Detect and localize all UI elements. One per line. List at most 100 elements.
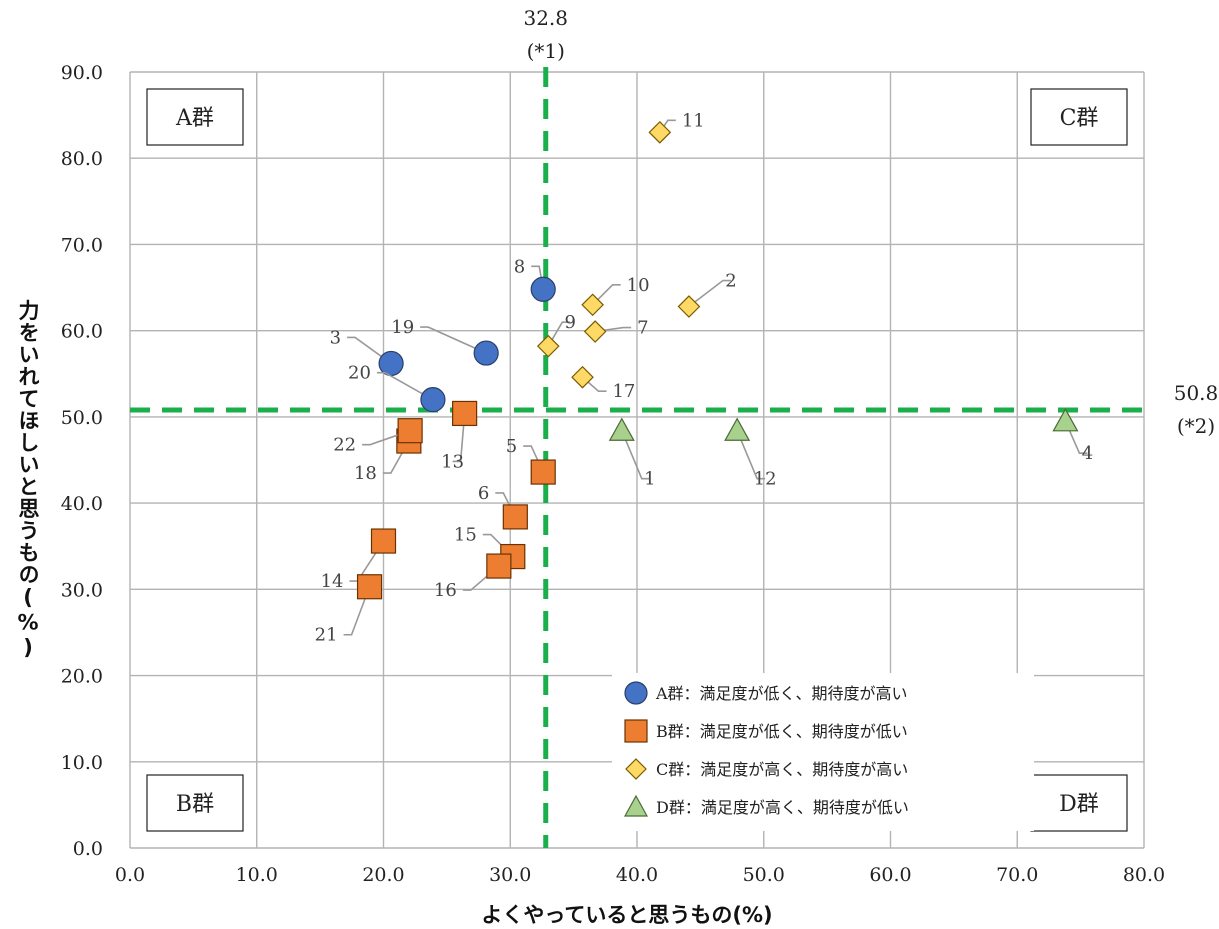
point-label-13: 13 (441, 451, 464, 472)
point-label-9: 9 (565, 312, 576, 333)
legend-marker-circle (624, 681, 648, 705)
quadrant-box (1030, 88, 1128, 146)
y-tick-label: 90.0 (61, 62, 103, 84)
point-label-14: 14 (321, 571, 344, 592)
vertical-reference-value: 32.8 (523, 6, 568, 30)
x-tick-label: 80.0 (1123, 864, 1165, 886)
point-label-22: 22 (333, 435, 356, 456)
legend-entry-label: D群：満足度が高く、期待度が低い (656, 798, 909, 817)
quadrant-label-bottom-left: B群 (146, 774, 244, 832)
quadrant-label-top-left: A群 (146, 88, 244, 146)
point-marker-20 (420, 387, 446, 413)
x-axis-title: よくやっていると思うもの(%) (481, 903, 772, 927)
leader-line (1064, 420, 1088, 455)
x-tick-label: 60.0 (869, 864, 911, 886)
leader-line (420, 326, 487, 354)
x-tick-label: 10.0 (236, 864, 278, 886)
horizontal-reference-value: 50.8 (1174, 381, 1219, 405)
quadrant-label-bottom-right: D群 (1030, 774, 1128, 832)
point-label-12: 12 (754, 469, 777, 490)
legend-entry-label: C群：満足度が高く、期待度が高い (656, 760, 908, 779)
horizontal-reference-note: (*2) (1177, 414, 1215, 438)
point-marker-19 (473, 340, 499, 366)
point-label-19: 19 (391, 317, 414, 338)
point-marker-7 (583, 320, 607, 343)
point-marker-5 (530, 459, 556, 485)
point-marker-13 (452, 400, 478, 427)
point-marker-1 (608, 417, 635, 441)
leader-line (347, 336, 392, 365)
point-marker-4 (1052, 407, 1079, 432)
y-tick-label: 0.0 (73, 838, 103, 860)
point-label-3: 3 (330, 327, 341, 348)
point-marker-21 (356, 574, 383, 600)
y-tick-label: 30.0 (61, 579, 103, 601)
point-label-16: 16 (434, 580, 457, 601)
point-marker-12 (724, 417, 751, 441)
point-marker-14 (370, 528, 397, 554)
x-tick-label: 40.0 (616, 864, 658, 886)
point-label-2: 2 (725, 271, 736, 292)
quadrant-box (146, 774, 244, 832)
point-label-8: 8 (514, 256, 525, 277)
point-label-18: 18 (354, 463, 377, 484)
y-tick-label: 10.0 (61, 752, 103, 774)
point-marker-2 (677, 295, 701, 318)
leader-line (343, 586, 371, 636)
legend-marker-square (624, 719, 648, 743)
legend-box (612, 673, 1034, 831)
quadrant-box (1030, 774, 1128, 832)
leader-line (688, 279, 731, 308)
legend-entry-label: B群：満足度が低く、期待度が低い (656, 722, 908, 741)
leader-line (547, 321, 571, 347)
leader-line (592, 283, 621, 306)
legend-marker-triangle (623, 794, 649, 817)
leader-line (376, 371, 434, 401)
legend: A群：満足度が低く、期待度が高い B群：満足度が低く、期待度が低い C群：満足度が高… (612, 673, 1034, 831)
x-tick-label: 50.0 (743, 864, 785, 886)
y-tick-label: 60.0 (61, 321, 103, 343)
point-label-20: 20 (348, 363, 371, 384)
quadrant-label-top-right: C群 (1030, 88, 1128, 146)
point-marker-9 (536, 334, 560, 358)
x-tick-label: 20.0 (362, 864, 404, 886)
point-marker-22 (397, 418, 423, 444)
point-label-5: 5 (506, 436, 517, 457)
point-label-7: 7 (637, 318, 648, 339)
x-tick-label: 70.0 (996, 864, 1038, 886)
point-label-17: 17 (612, 381, 635, 402)
y-axis-title: 力をいれてほしいと思うもの(%) (16, 300, 40, 661)
y-tick-label: 40.0 (61, 493, 103, 515)
quadrant-text: C群 (1060, 106, 1099, 131)
gridlines (129, 71, 1145, 849)
leader-line (736, 430, 766, 480)
point-marker-6 (502, 504, 528, 530)
point-marker-3 (378, 350, 404, 377)
point-marker-10 (581, 293, 604, 317)
quadrant-text: D群 (1059, 792, 1099, 817)
vertical-reference-note: (*1) (527, 39, 565, 63)
y-tick-label: 70.0 (61, 234, 103, 256)
x-tick-label: 30.0 (489, 864, 531, 886)
leader-line (452, 413, 466, 463)
legend-marker-diamond (625, 758, 647, 780)
leader-line (362, 429, 411, 446)
quadrant-box (146, 88, 244, 146)
point-marker-16 (486, 553, 512, 579)
point-label-10: 10 (627, 275, 650, 296)
y-tick-label: 80.0 (61, 148, 103, 170)
x-tick-label: 0.0 (115, 864, 145, 886)
point-label-15: 15 (454, 525, 477, 546)
point-label-4: 4 (1082, 443, 1093, 464)
legend-entry-label: A群：満足度が低く、期待度が高い (655, 684, 908, 703)
quadrant-text: A群 (175, 106, 214, 131)
quadrant-text: B群 (176, 792, 214, 817)
point-marker-8 (530, 276, 556, 302)
point-label-6: 6 (478, 483, 489, 504)
point-marker-11 (648, 121, 672, 144)
y-tick-label: 50.0 (61, 407, 103, 429)
y-tick-label: 20.0 (61, 666, 103, 688)
leader-line (621, 430, 650, 480)
